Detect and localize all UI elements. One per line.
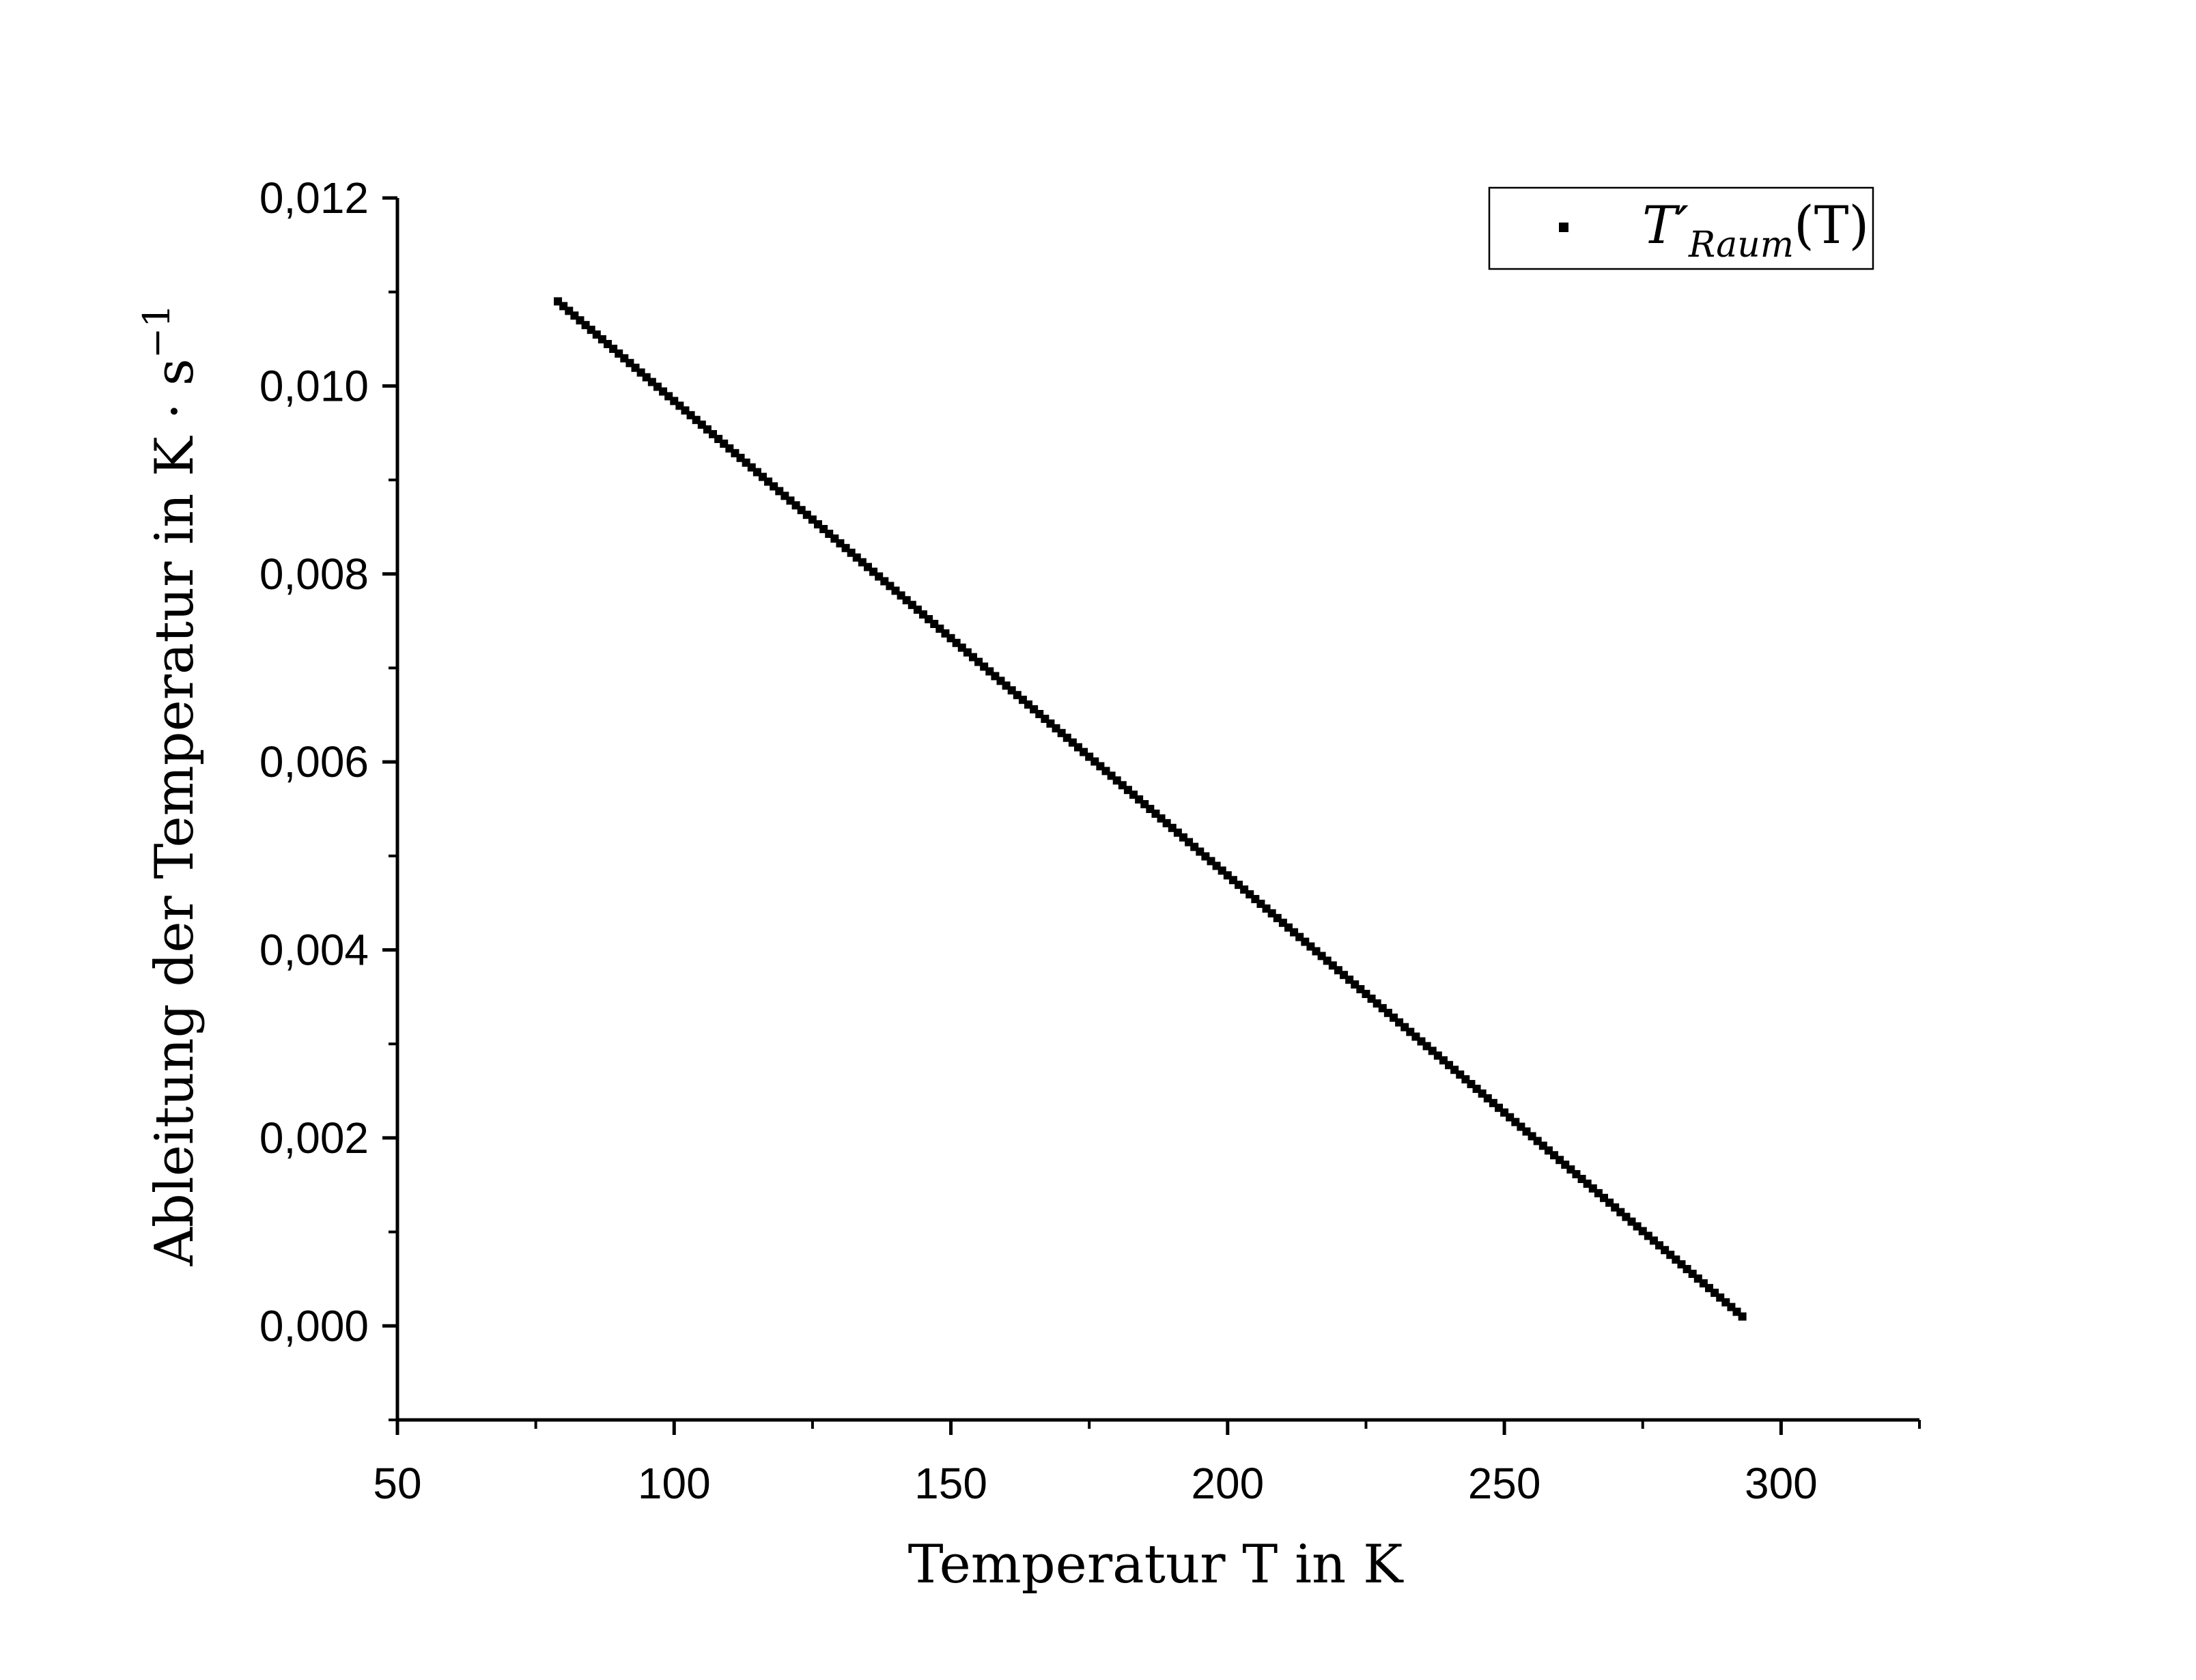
y-tick-label: 0,004	[259, 926, 369, 975]
x-tick-label: 50	[373, 1459, 421, 1508]
x-tick-label: 250	[1468, 1459, 1541, 1508]
x-tick-label: 150	[914, 1459, 987, 1508]
legend: T′Raum(T)	[1488, 186, 1874, 270]
legend-label-suffix: (T)	[1794, 195, 1869, 255]
y-axis-title: Ableitung der Temperatur in K · s−1	[135, 304, 206, 1267]
legend-label-main: T′	[1642, 195, 1689, 255]
y-tick-label: 0,000	[259, 1301, 369, 1350]
y-tick-label: 0,002	[259, 1113, 369, 1163]
y-tick-label: 0,006	[259, 737, 369, 786]
y-axis-title-exponent: −1	[135, 304, 178, 359]
legend-box	[1488, 186, 1874, 270]
x-tick-label: 100	[638, 1459, 711, 1508]
data-points	[554, 297, 1747, 1321]
x-tick-label: 200	[1191, 1459, 1264, 1508]
y-tick-label: 0,008	[259, 550, 369, 599]
legend-marker	[1559, 223, 1568, 232]
x-axis-title: Temperatur T in K	[908, 1534, 1404, 1595]
x-tick-label: 300	[1745, 1459, 1818, 1508]
tick-labels: 50 100 150 200 250 300 0,000 0,002 0,004 0,006 0,0…	[259, 173, 1818, 1508]
data-point	[1738, 1312, 1747, 1321]
axes	[382, 196, 1921, 1435]
y-tick-label: 0,012	[259, 173, 369, 223]
legend-label: T′Raum(T)	[1642, 195, 1869, 266]
y-axis-title-text: Ableitung der Temperatur in K · s	[144, 358, 206, 1266]
legend-label-sub: Raum	[1688, 225, 1794, 266]
y-tick-label: 0,010	[259, 361, 369, 410]
